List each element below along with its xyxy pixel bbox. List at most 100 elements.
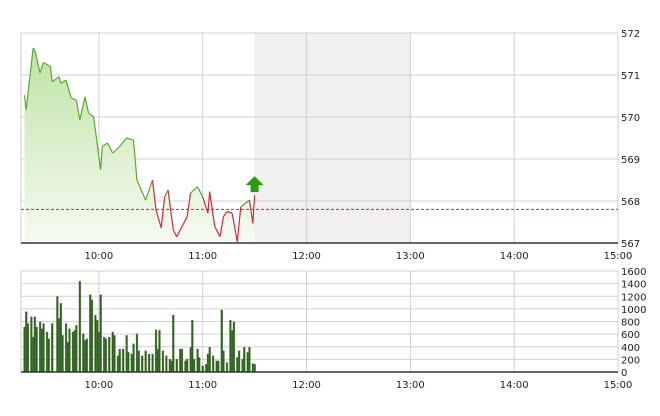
- y-tick-label: 1200: [621, 292, 646, 303]
- price-line-segment: [102, 142, 108, 147]
- price-line-segment: [181, 216, 188, 227]
- x-tick-label: 10:00: [84, 251, 113, 262]
- price-line-segment: [186, 192, 192, 217]
- volume-bar: [248, 347, 251, 373]
- price-panel: 567 568 569 570 571 572 10:00 11:00 12:00 13:00 14…: [20, 29, 640, 262]
- volume-bar: [68, 328, 71, 373]
- volume-bar: [198, 357, 201, 373]
- price-line-segment: [160, 196, 166, 228]
- price-area-fill: [24, 48, 255, 244]
- price-line-segment: [84, 96, 90, 113]
- x-tick-label: 14:00: [500, 380, 529, 391]
- volume-bar: [165, 355, 168, 373]
- volume-bar: [99, 294, 102, 373]
- price-line-segment: [65, 79, 72, 99]
- volume-bar: [253, 364, 256, 373]
- price-line-segment: [39, 62, 45, 74]
- volume-bar: [26, 323, 30, 373]
- price-line-segment: [100, 146, 103, 170]
- volume-bar: [144, 350, 147, 373]
- price-line-segment: [88, 112, 95, 118]
- volume-bar: [222, 350, 225, 373]
- volume-bar: [118, 348, 121, 373]
- price-line-segment: [176, 226, 183, 237]
- price-line-segment: [75, 100, 81, 121]
- price-line-segment: [79, 96, 86, 121]
- y-tick-label: 600: [621, 330, 640, 341]
- y-tick-label: 0: [621, 368, 627, 379]
- volume-bar: [212, 355, 215, 373]
- x-tick-label: 12:00: [292, 380, 321, 391]
- price-line-segment: [58, 76, 62, 84]
- price-line-segment: [164, 189, 169, 198]
- volume-bar: [175, 358, 178, 373]
- price-line-segment: [226, 210, 233, 214]
- price-line-segment: [214, 226, 221, 237]
- x-tick-label: 12:00: [292, 251, 321, 262]
- volume-bar: [243, 347, 246, 373]
- volume-bar: [90, 299, 94, 373]
- volume-bar: [47, 338, 50, 373]
- price-line-segment: [172, 229, 178, 237]
- volume-bar: [186, 358, 189, 373]
- volume-bar: [127, 352, 130, 373]
- price-line-segment: [32, 47, 36, 51]
- y-tick-label: 568: [621, 197, 640, 208]
- volume-bar: [232, 321, 235, 373]
- price-line-segment: [126, 137, 134, 141]
- price-line-segment: [43, 61, 51, 68]
- volume-bar: [61, 335, 64, 373]
- volume-bar: [237, 350, 241, 373]
- price-line-segment: [155, 209, 162, 229]
- volume-bar: [78, 281, 81, 373]
- volume-bar: [42, 323, 45, 373]
- price-line-segment: [60, 79, 67, 84]
- price-line-segment: [112, 145, 121, 154]
- price-line-segment: [34, 49, 41, 74]
- y-tick-label: 1000: [621, 305, 646, 316]
- price-line-segment: [132, 140, 138, 181]
- price-line-segment: [70, 97, 77, 101]
- volume-bar: [201, 365, 204, 373]
- volume-bar: [132, 343, 135, 373]
- x-tick-label: 14:00: [500, 251, 529, 262]
- x-tick-label: 13:00: [396, 251, 425, 262]
- y-tick-label: 567: [621, 239, 640, 250]
- volume-bar: [192, 358, 196, 373]
- y-tick-label: 1400: [621, 280, 646, 291]
- price-line-segment: [151, 179, 157, 210]
- volume-bar: [158, 330, 161, 373]
- price-line-segment: [93, 116, 102, 170]
- y-tick-label: 569: [621, 155, 640, 166]
- price-line-segment: [236, 206, 242, 242]
- x-tick-label: 10:00: [84, 380, 113, 391]
- volume-bar: [148, 353, 151, 373]
- volume-bar: [172, 314, 175, 373]
- volume-bar: [180, 348, 184, 373]
- price-line-segment: [167, 190, 174, 231]
- price-line-segment: [222, 211, 228, 217]
- y-tick-label: 800: [621, 318, 640, 329]
- price-line-segment: [145, 179, 154, 201]
- y-tick-label: 570: [621, 113, 640, 124]
- price-line-segment: [51, 76, 60, 83]
- price-line-segment: [119, 137, 128, 147]
- volume-bar: [208, 347, 211, 373]
- price-line-segment: [202, 196, 209, 214]
- y-tick-label: 1600: [621, 267, 646, 278]
- y-tick-label: 572: [621, 29, 640, 40]
- y-tick-label: 571: [621, 71, 640, 82]
- price-line-segment: [219, 216, 225, 237]
- break-shaded-region: [254, 33, 411, 243]
- y-tick-label: 400: [621, 343, 640, 354]
- volume-bar: [35, 326, 38, 373]
- price-line-segment: [231, 213, 238, 242]
- volume-bar: [75, 325, 78, 373]
- x-tick-label: 13:00: [396, 380, 425, 391]
- volume-bar: [85, 338, 88, 373]
- volume-bar: [161, 350, 165, 373]
- price-line-segment: [106, 142, 114, 154]
- x-tick-label: 15:00: [604, 251, 633, 262]
